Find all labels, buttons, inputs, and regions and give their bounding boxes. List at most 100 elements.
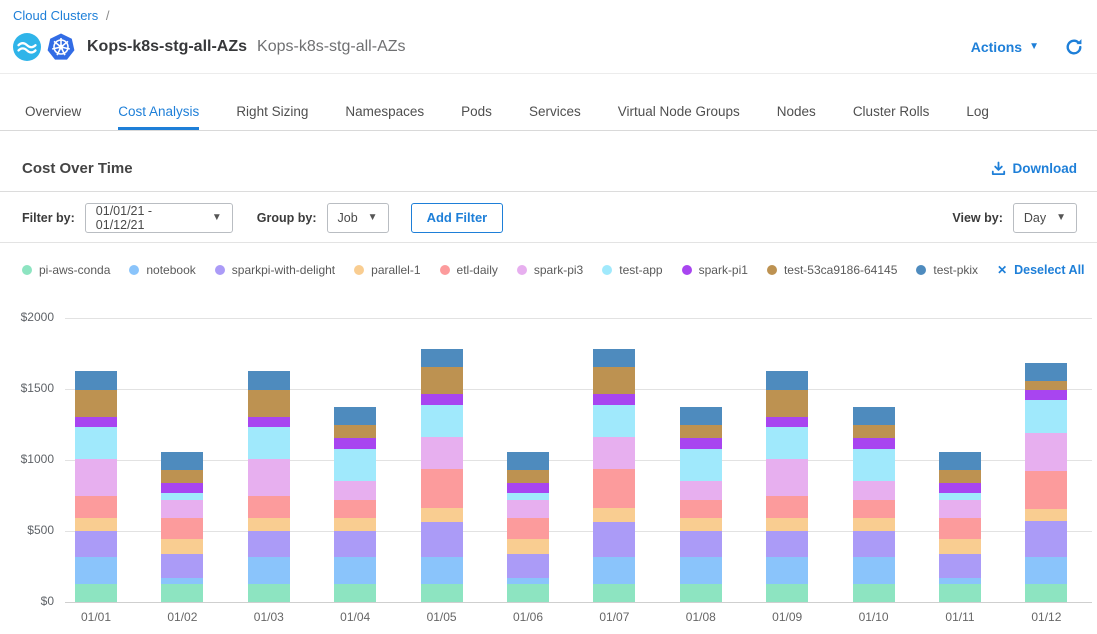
bar-segment-01/08-test-app[interactable]	[680, 449, 722, 481]
bar-segment-01/01-parallel-1[interactable]	[75, 518, 117, 531]
bar-segment-01/06-test-pkix[interactable]	[507, 452, 549, 470]
legend-item-sparkpi-with-delight[interactable]: sparkpi-with-delight	[215, 263, 335, 277]
bar-segment-01/07-test-pkix[interactable]	[593, 349, 635, 367]
bar-segment-01/03-test-53ca9186-64145[interactable]	[248, 390, 290, 418]
bar-segment-01/12-parallel-1[interactable]	[1025, 509, 1067, 521]
bar-segment-01/08-test-pkix[interactable]	[680, 407, 722, 425]
bar-segment-01/04-spark-pi3[interactable]	[334, 481, 376, 499]
bar-segment-01/03-sparkpi-with-delight[interactable]	[248, 531, 290, 557]
bar-segment-01/06-spark-pi3[interactable]	[507, 500, 549, 518]
bar-segment-01/04-etl-daily[interactable]	[334, 500, 376, 518]
bar-segment-01/12-notebook[interactable]	[1025, 557, 1067, 584]
legend-item-parallel-1[interactable]: parallel-1	[354, 263, 420, 277]
bar-segment-01/09-parallel-1[interactable]	[766, 518, 808, 531]
tab-cost-analysis[interactable]: Cost Analysis	[118, 95, 199, 130]
bar-segment-01/02-sparkpi-with-delight[interactable]	[161, 554, 203, 577]
deselect-all-button[interactable]: ✕ Deselect All	[997, 263, 1084, 277]
date-range-select[interactable]: 01/01/21 - 01/12/21 ▼	[85, 203, 233, 233]
bar-segment-01/03-test-pkix[interactable]	[248, 371, 290, 389]
bar-segment-01/04-test-app[interactable]	[334, 449, 376, 481]
bar-segment-01/08-etl-daily[interactable]	[680, 500, 722, 518]
bar-segment-01/03-parallel-1[interactable]	[248, 518, 290, 531]
bar-segment-01/02-test-app[interactable]	[161, 493, 203, 500]
bar-segment-01/08-pi-aws-conda[interactable]	[680, 584, 722, 602]
bar-segment-01/02-test-pkix[interactable]	[161, 452, 203, 470]
download-button[interactable]: Download	[991, 161, 1078, 176]
bar-segment-01/10-etl-daily[interactable]	[853, 500, 895, 518]
tab-namespaces[interactable]: Namespaces	[345, 95, 424, 130]
legend-item-spark-pi3[interactable]: spark-pi3	[517, 263, 583, 277]
bar-segment-01/01-etl-daily[interactable]	[75, 496, 117, 517]
bar-segment-01/07-test-53ca9186-64145[interactable]	[593, 367, 635, 394]
bar-segment-01/01-spark-pi1[interactable]	[75, 417, 117, 427]
bar-segment-01/11-spark-pi3[interactable]	[939, 500, 981, 518]
legend-item-etl-daily[interactable]: etl-daily	[440, 263, 498, 277]
bar-segment-01/04-test-pkix[interactable]	[334, 407, 376, 425]
bar-segment-01/08-test-53ca9186-64145[interactable]	[680, 425, 722, 438]
bar-segment-01/05-parallel-1[interactable]	[421, 508, 463, 522]
bar-segment-01/05-etl-daily[interactable]	[421, 469, 463, 507]
bar-segment-01/11-sparkpi-with-delight[interactable]	[939, 554, 981, 577]
bar-segment-01/11-test-app[interactable]	[939, 493, 981, 500]
bar-segment-01/03-pi-aws-conda[interactable]	[248, 584, 290, 602]
bar-segment-01/01-notebook[interactable]	[75, 557, 117, 584]
bar-segment-01/09-spark-pi3[interactable]	[766, 459, 808, 497]
bar-segment-01/07-notebook[interactable]	[593, 557, 635, 584]
bar-segment-01/07-pi-aws-conda[interactable]	[593, 584, 635, 602]
tab-nodes[interactable]: Nodes	[777, 95, 816, 130]
bar-segment-01/11-test-53ca9186-64145[interactable]	[939, 470, 981, 483]
bar-segment-01/05-spark-pi3[interactable]	[421, 437, 463, 469]
bar-segment-01/06-spark-pi1[interactable]	[507, 483, 549, 493]
bar-segment-01/11-spark-pi1[interactable]	[939, 483, 981, 493]
bar-segment-01/12-test-app[interactable]	[1025, 400, 1067, 433]
bar-segment-01/07-spark-pi1[interactable]	[593, 394, 635, 405]
bar-segment-01/05-test-53ca9186-64145[interactable]	[421, 367, 463, 394]
bar-segment-01/09-test-53ca9186-64145[interactable]	[766, 390, 808, 418]
bar-segment-01/12-pi-aws-conda[interactable]	[1025, 584, 1067, 602]
bar-segment-01/09-test-app[interactable]	[766, 427, 808, 458]
bar-segment-01/07-test-app[interactable]	[593, 405, 635, 437]
bar-segment-01/02-spark-pi3[interactable]	[161, 500, 203, 518]
tab-log[interactable]: Log	[966, 95, 989, 130]
bar-segment-01/12-spark-pi1[interactable]	[1025, 390, 1067, 400]
bar-segment-01/04-test-53ca9186-64145[interactable]	[334, 425, 376, 438]
bar-segment-01/06-parallel-1[interactable]	[507, 539, 549, 555]
bar-segment-01/06-test-53ca9186-64145[interactable]	[507, 470, 549, 483]
bar-segment-01/12-spark-pi3[interactable]	[1025, 433, 1067, 471]
bar-segment-01/06-pi-aws-conda[interactable]	[507, 584, 549, 602]
bar-segment-01/09-pi-aws-conda[interactable]	[766, 584, 808, 602]
bar-segment-01/02-pi-aws-conda[interactable]	[161, 584, 203, 602]
bar-segment-01/12-test-pkix[interactable]	[1025, 363, 1067, 381]
bar-segment-01/05-spark-pi1[interactable]	[421, 394, 463, 405]
bar-segment-01/03-spark-pi1[interactable]	[248, 417, 290, 427]
bar-segment-01/03-test-app[interactable]	[248, 427, 290, 458]
bar-segment-01/04-sparkpi-with-delight[interactable]	[334, 531, 376, 557]
add-filter-button[interactable]: Add Filter	[411, 203, 504, 233]
bar-segment-01/08-sparkpi-with-delight[interactable]	[680, 531, 722, 557]
bar-segment-01/03-notebook[interactable]	[248, 557, 290, 584]
bar-segment-01/09-notebook[interactable]	[766, 557, 808, 584]
bar-segment-01/05-sparkpi-with-delight[interactable]	[421, 522, 463, 557]
bar-segment-01/11-test-pkix[interactable]	[939, 452, 981, 470]
bar-segment-01/02-test-53ca9186-64145[interactable]	[161, 470, 203, 483]
bar-segment-01/06-etl-daily[interactable]	[507, 518, 549, 539]
bar-segment-01/02-etl-daily[interactable]	[161, 518, 203, 539]
bar-segment-01/05-notebook[interactable]	[421, 557, 463, 584]
bar-segment-01/02-spark-pi1[interactable]	[161, 483, 203, 493]
bar-segment-01/11-parallel-1[interactable]	[939, 539, 981, 555]
tab-services[interactable]: Services	[529, 95, 581, 130]
bar-segment-01/06-test-app[interactable]	[507, 493, 549, 500]
bar-segment-01/04-parallel-1[interactable]	[334, 518, 376, 531]
view-by-select[interactable]: Day ▼	[1013, 203, 1077, 233]
bar-segment-01/10-spark-pi3[interactable]	[853, 481, 895, 499]
bar-segment-01/08-notebook[interactable]	[680, 557, 722, 584]
bar-segment-01/04-spark-pi1[interactable]	[334, 438, 376, 449]
bar-segment-01/04-notebook[interactable]	[334, 557, 376, 584]
bar-segment-01/12-sparkpi-with-delight[interactable]	[1025, 521, 1067, 557]
refresh-icon[interactable]	[1065, 38, 1083, 56]
bar-segment-01/07-sparkpi-with-delight[interactable]	[593, 522, 635, 557]
bar-segment-01/07-etl-daily[interactable]	[593, 469, 635, 507]
legend-item-pi-aws-conda[interactable]: pi-aws-conda	[22, 263, 110, 277]
bar-segment-01/06-sparkpi-with-delight[interactable]	[507, 554, 549, 577]
bar-segment-01/01-pi-aws-conda[interactable]	[75, 584, 117, 602]
